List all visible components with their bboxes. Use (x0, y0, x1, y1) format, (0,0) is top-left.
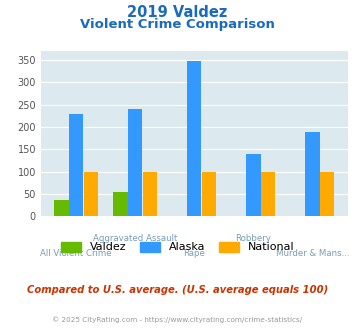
Bar (261, 172, 275, 216)
Text: Murder & Mans...: Murder & Mans... (276, 249, 349, 258)
Bar (128, 109, 142, 216)
Bar (143, 172, 157, 216)
Bar (187, 61, 201, 216)
Text: All Violent Crime: All Violent Crime (40, 249, 112, 258)
Text: Violent Crime Comparison: Violent Crime Comparison (80, 18, 275, 31)
Bar (69, 114, 83, 216)
Text: 2019 Valdez: 2019 Valdez (127, 5, 228, 20)
Text: Compared to U.S. average. (U.S. average equals 100): Compared to U.S. average. (U.S. average … (27, 285, 328, 295)
Bar (320, 172, 334, 216)
Legend: Valdez, Alaska, National: Valdez, Alaska, National (56, 237, 299, 257)
Bar (84, 172, 98, 216)
Bar (54, 200, 69, 216)
Text: Robbery: Robbery (235, 234, 271, 243)
Bar (114, 192, 128, 216)
Text: Rape: Rape (184, 249, 205, 258)
Text: © 2025 CityRating.com - https://www.cityrating.com/crime-statistics/: © 2025 CityRating.com - https://www.city… (53, 317, 302, 323)
Bar (305, 132, 320, 216)
Text: Aggravated Assault: Aggravated Assault (93, 234, 178, 243)
Bar (246, 154, 261, 216)
Bar (202, 172, 216, 216)
